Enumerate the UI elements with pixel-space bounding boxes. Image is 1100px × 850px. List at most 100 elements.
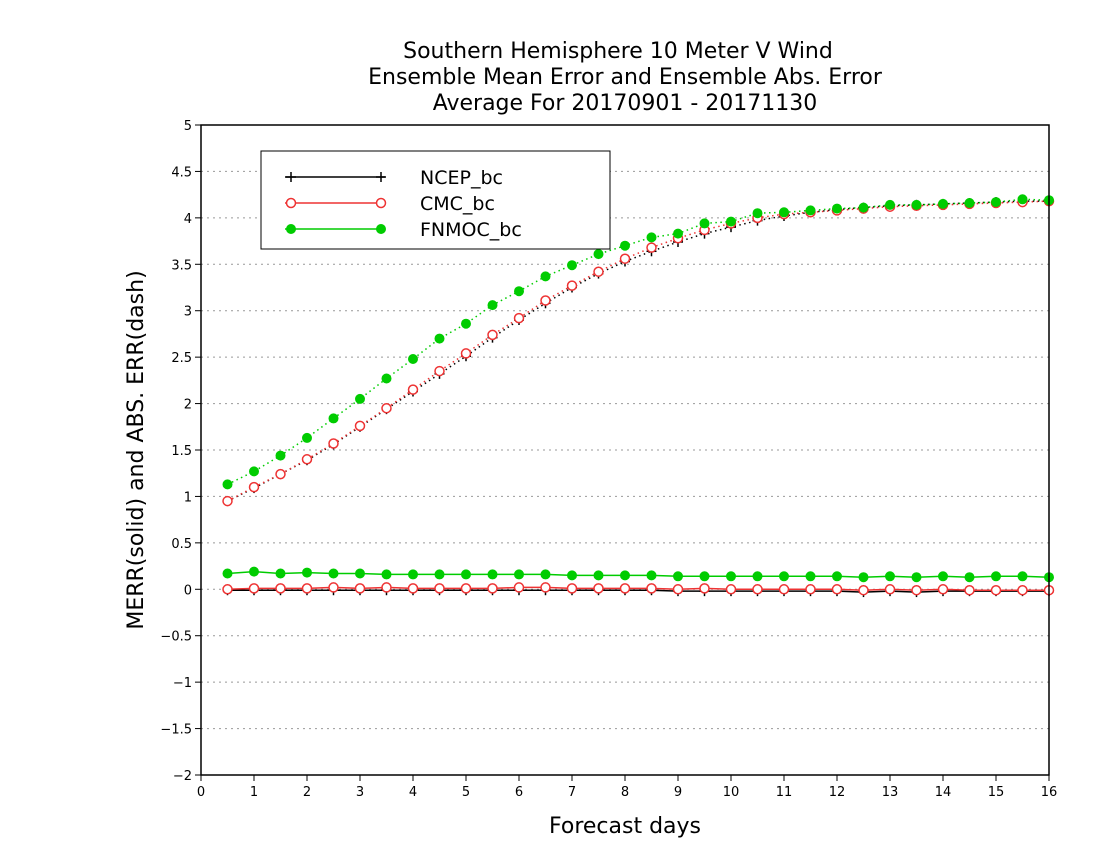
- x-tick-label: 13: [882, 785, 899, 800]
- x-tick-label: 15: [988, 785, 1005, 800]
- x-axis-label: Forecast days: [549, 814, 701, 839]
- legend: NCEP_bc CMC_bc FNMOC_bc: [260, 150, 611, 250]
- data-point: [328, 438, 339, 449]
- data-point: [990, 584, 1002, 596]
- data-point: [619, 253, 631, 264]
- data-point: [381, 569, 392, 580]
- data-point: [1017, 584, 1028, 596]
- data-point: [1017, 571, 1028, 582]
- data-point: [275, 568, 286, 579]
- data-point: [355, 393, 365, 404]
- data-point: [381, 402, 392, 414]
- data-point: [249, 466, 259, 477]
- data-point: [937, 584, 949, 595]
- data-point: [540, 295, 551, 306]
- data-point: [593, 583, 604, 594]
- data-point: [249, 566, 259, 577]
- data-point: [673, 228, 683, 239]
- data-point: [593, 249, 604, 260]
- data-point: [620, 570, 630, 581]
- data-point: [884, 584, 896, 595]
- legend-label: NCEP_bc: [420, 167, 503, 189]
- chart-title: Southern Hemisphere 10 Meter V Wind: [403, 39, 833, 64]
- data-point: [540, 582, 551, 593]
- merr-series-FNMOC_bc: [222, 566, 1054, 583]
- data-point: [832, 571, 842, 582]
- merr-line-FNMOC_bc: [227, 570, 1050, 578]
- data-point: [699, 583, 710, 594]
- data-point: [832, 203, 842, 214]
- data-point: [513, 582, 525, 593]
- x-axis: 0 1 2 3 4 5 6 7 8 9 10 11 12 13 14 15 16: [197, 775, 1057, 800]
- x-tick-label: 14: [935, 785, 952, 800]
- data-point: [354, 583, 366, 594]
- data-point: [620, 240, 630, 251]
- data-point: [487, 300, 498, 311]
- chart-subtitle-dates: Average For 20170901 - 20171130: [433, 91, 818, 116]
- data-point: [779, 571, 789, 582]
- data-point: [805, 584, 816, 595]
- data-point: [381, 582, 392, 593]
- data-point: [407, 384, 419, 395]
- data-point: [858, 202, 869, 213]
- data-point: [938, 571, 948, 582]
- data-point: [354, 420, 366, 432]
- data-point: [938, 198, 948, 209]
- data-point: [275, 583, 286, 594]
- data-point: [566, 280, 578, 291]
- data-point: [619, 583, 631, 594]
- data-point: [752, 584, 763, 595]
- data-point: [779, 207, 789, 218]
- data-point: [911, 584, 922, 596]
- y-axis-label: MERR(solid) and ABS. ERR(dash): [124, 270, 149, 629]
- data-point: [646, 232, 657, 243]
- data-point: [514, 286, 524, 297]
- legend-marker: [286, 224, 296, 234]
- data-point: [355, 568, 365, 579]
- data-point: [752, 208, 763, 219]
- data-point: [487, 329, 498, 341]
- x-tick-label: 0: [197, 785, 205, 800]
- x-tick-label: 6: [515, 785, 523, 800]
- legend-item-NCEP_bc: NCEP_bc: [285, 167, 503, 189]
- data-point: [275, 468, 286, 480]
- data-point: [301, 454, 313, 465]
- data-point: [593, 570, 604, 581]
- data-point: [408, 354, 418, 364]
- data-point: [434, 583, 445, 594]
- data-point: [646, 570, 657, 581]
- data-point: [302, 432, 312, 443]
- data-point: [858, 584, 869, 596]
- data-point: [778, 584, 790, 595]
- data-point: [222, 495, 233, 507]
- data-point: [434, 333, 445, 344]
- data-point: [328, 413, 339, 424]
- y-tick-label: 4: [184, 212, 192, 227]
- data-point: [487, 569, 498, 580]
- y-tick-label: 5: [184, 119, 192, 134]
- data-point: [248, 481, 260, 493]
- data-point: [1017, 194, 1028, 205]
- data-point: [725, 584, 737, 595]
- legend-marker: [286, 172, 296, 182]
- data-point: [593, 266, 604, 277]
- x-tick-label: 7: [568, 785, 576, 800]
- x-tick-label: 4: [409, 785, 417, 800]
- x-tick-label: 9: [674, 785, 682, 800]
- x-tick-label: 10: [723, 785, 740, 800]
- data-point: [460, 583, 472, 594]
- x-tick-label: 3: [356, 785, 364, 800]
- data-point: [831, 584, 843, 595]
- data-point: [301, 583, 313, 594]
- data-point: [434, 569, 445, 580]
- data-point: [752, 571, 763, 582]
- y-tick-label: −1.5: [160, 723, 192, 738]
- y-axis: −2 −1.5 −1 −0.5 0 0.5 1 1.5 2 2.5 3 3.5 4 4.5 5: [160, 119, 201, 784]
- data-point: [275, 450, 286, 461]
- data-point: [540, 271, 551, 282]
- y-tick-label: 3.5: [171, 258, 192, 273]
- legend-item-FNMOC_bc: FNMOC_bc: [285, 219, 522, 241]
- data-point: [566, 583, 578, 594]
